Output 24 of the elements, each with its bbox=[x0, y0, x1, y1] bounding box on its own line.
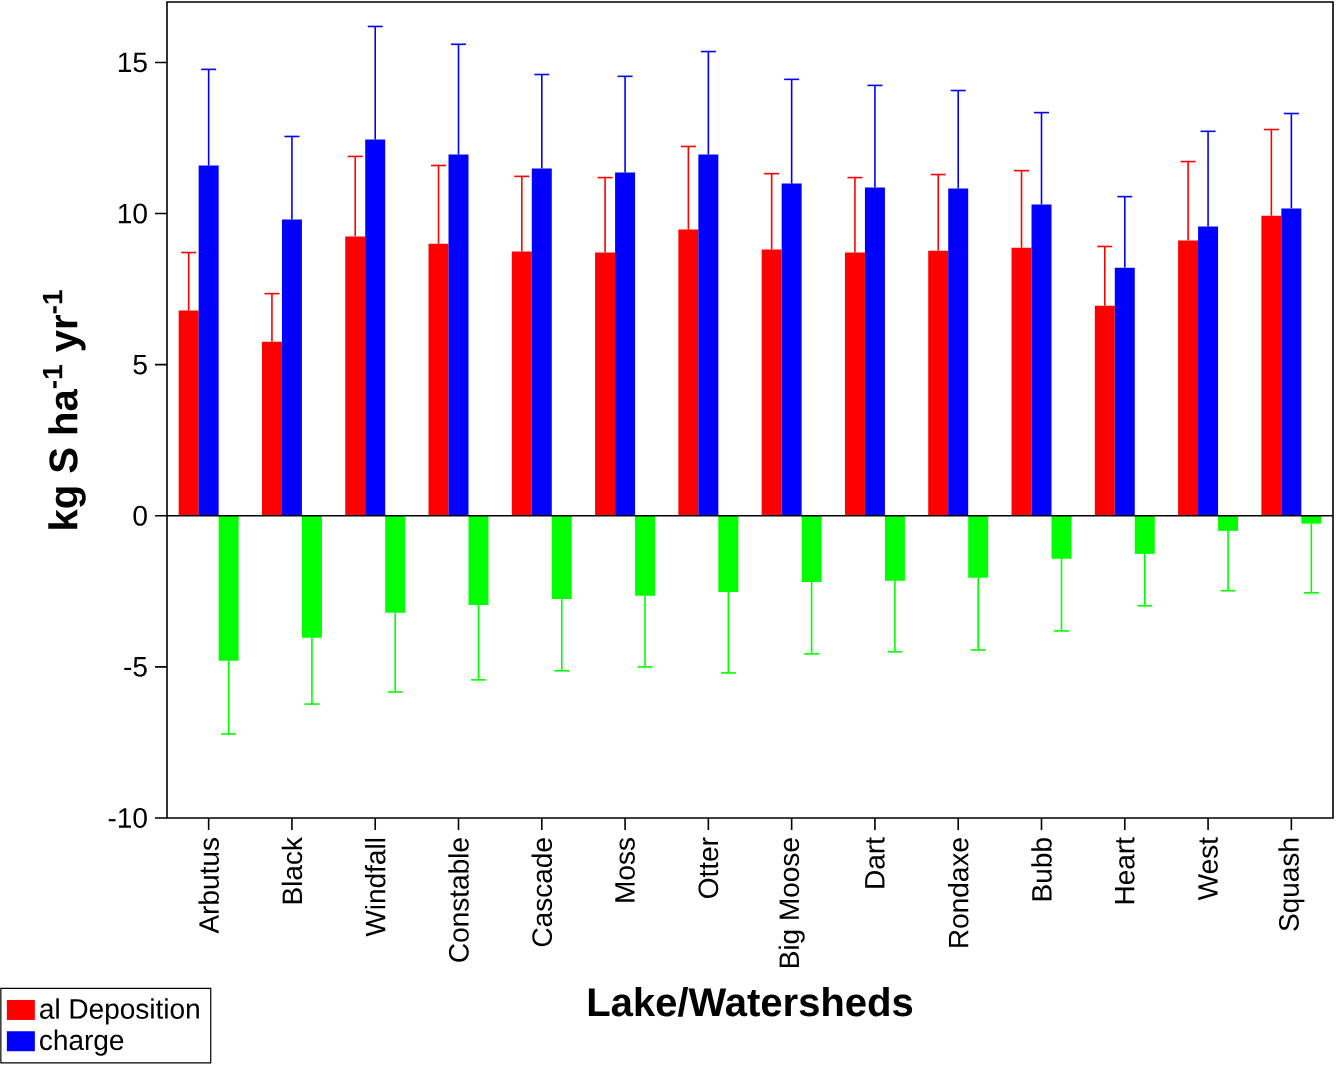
y-axis-title: kg S ha$^{-1}$ yr$^{-1}$ bbox=[42, 290, 86, 529]
legend-label: al Deposition bbox=[40, 998, 199, 1025]
legend-label: charge bbox=[40, 1029, 124, 1056]
x-tick-label: Squash bbox=[1278, 838, 1305, 931]
x-tick-label: Cascade bbox=[531, 838, 553, 947]
x-tick-label: Constable bbox=[448, 838, 469, 962]
x-tick-label: West bbox=[1198, 837, 1218, 901]
y-tick-label: -5 bbox=[124, 657, 147, 677]
x-tick-label: Big Moose bbox=[778, 838, 805, 968]
y-tick-label: 5 bbox=[133, 354, 147, 375]
y-tick-label: -10 bbox=[108, 808, 147, 828]
x-tick-label: Rondaxe bbox=[947, 838, 969, 947]
x-tick-label: Windfall bbox=[364, 838, 386, 937]
y-tick-label: 15 bbox=[118, 52, 147, 73]
x-tick-label: Heart bbox=[1115, 837, 1135, 904]
y-tick-label: 0 bbox=[133, 505, 147, 526]
x-tick-label: Dart bbox=[865, 837, 885, 888]
x-tick-label: Arbutus bbox=[198, 838, 219, 934]
x-tick-label: Otter bbox=[698, 837, 719, 898]
y-tick-label: 10 bbox=[118, 203, 147, 224]
x-tick-label: Moss bbox=[615, 838, 635, 902]
x-tick-label: Black bbox=[281, 837, 303, 904]
x-tick-label: Bubb bbox=[1031, 838, 1052, 901]
x-axis-title: Lake/Watersheds bbox=[588, 987, 913, 1017]
